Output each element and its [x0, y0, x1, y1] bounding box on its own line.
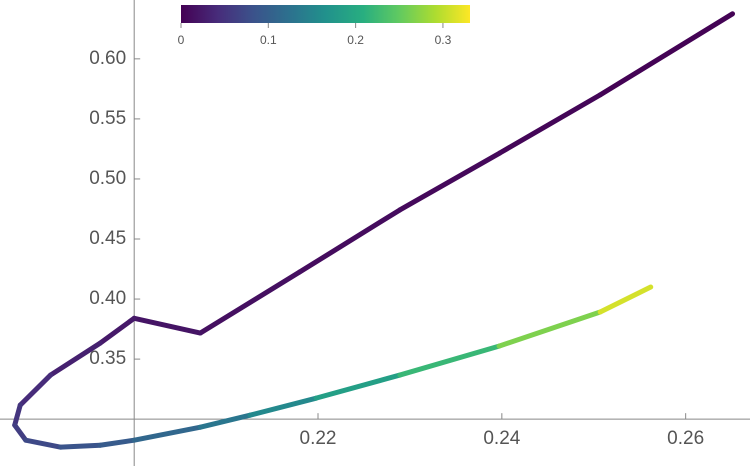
colorbar-tick-label: 0.2 [347, 33, 364, 47]
curve-segment [197, 269, 303, 336]
curve-segment [297, 207, 403, 275]
colorbar-tick-label: 0 [178, 33, 185, 47]
curve-segment [97, 315, 137, 346]
y-tick-label: 0.35 [89, 348, 126, 369]
curve-segment [48, 340, 103, 378]
curve-segment [247, 395, 319, 418]
curve-segment [397, 343, 502, 378]
curve-segment [12, 422, 29, 443]
curve-segment [12, 402, 23, 428]
curve-segment [597, 284, 654, 315]
curve-segment [496, 309, 603, 349]
curve-segment [313, 372, 403, 401]
y-tick-label: 0.50 [89, 168, 126, 189]
x-tick-label: 0.26 [667, 428, 704, 449]
y-tick-label: 0.40 [89, 288, 126, 309]
y-tick-label: 0.55 [89, 108, 126, 129]
x-tick-label: 0.22 [300, 428, 337, 449]
y-tick-label: 0.45 [89, 228, 126, 249]
curve-segment [23, 437, 64, 450]
curve-segment [58, 442, 103, 450]
curve-segment [17, 372, 54, 408]
x-tick-label: 0.24 [483, 428, 520, 449]
curve-segment [131, 315, 203, 336]
curve-segment [597, 11, 736, 98]
colorbar [181, 5, 470, 23]
curve-segment [497, 92, 603, 156]
curve-segment [131, 424, 203, 443]
curve-segment [97, 437, 137, 448]
curve-segment [397, 150, 503, 213]
colorbar-tick-label: 0.1 [260, 33, 277, 47]
curve-segment [197, 412, 253, 430]
y-tick-label: 0.60 [89, 48, 126, 69]
colorbar-tick-label: 0.3 [435, 33, 452, 47]
